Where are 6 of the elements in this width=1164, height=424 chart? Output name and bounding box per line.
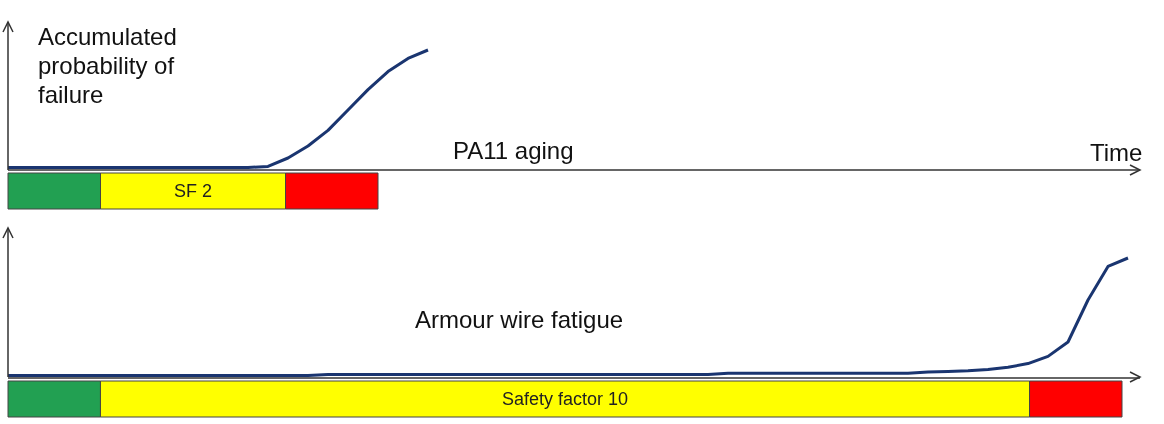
annotation: Armour wire fatigue xyxy=(415,305,624,334)
series-label: Safety factor 10 xyxy=(501,389,629,409)
x-axis-title: Time xyxy=(1090,138,1143,167)
y-axis-title: Accumulated probability of failure xyxy=(38,22,178,109)
annotation: PA11 aging xyxy=(453,136,574,165)
series-label: SF 2 xyxy=(173,181,213,201)
